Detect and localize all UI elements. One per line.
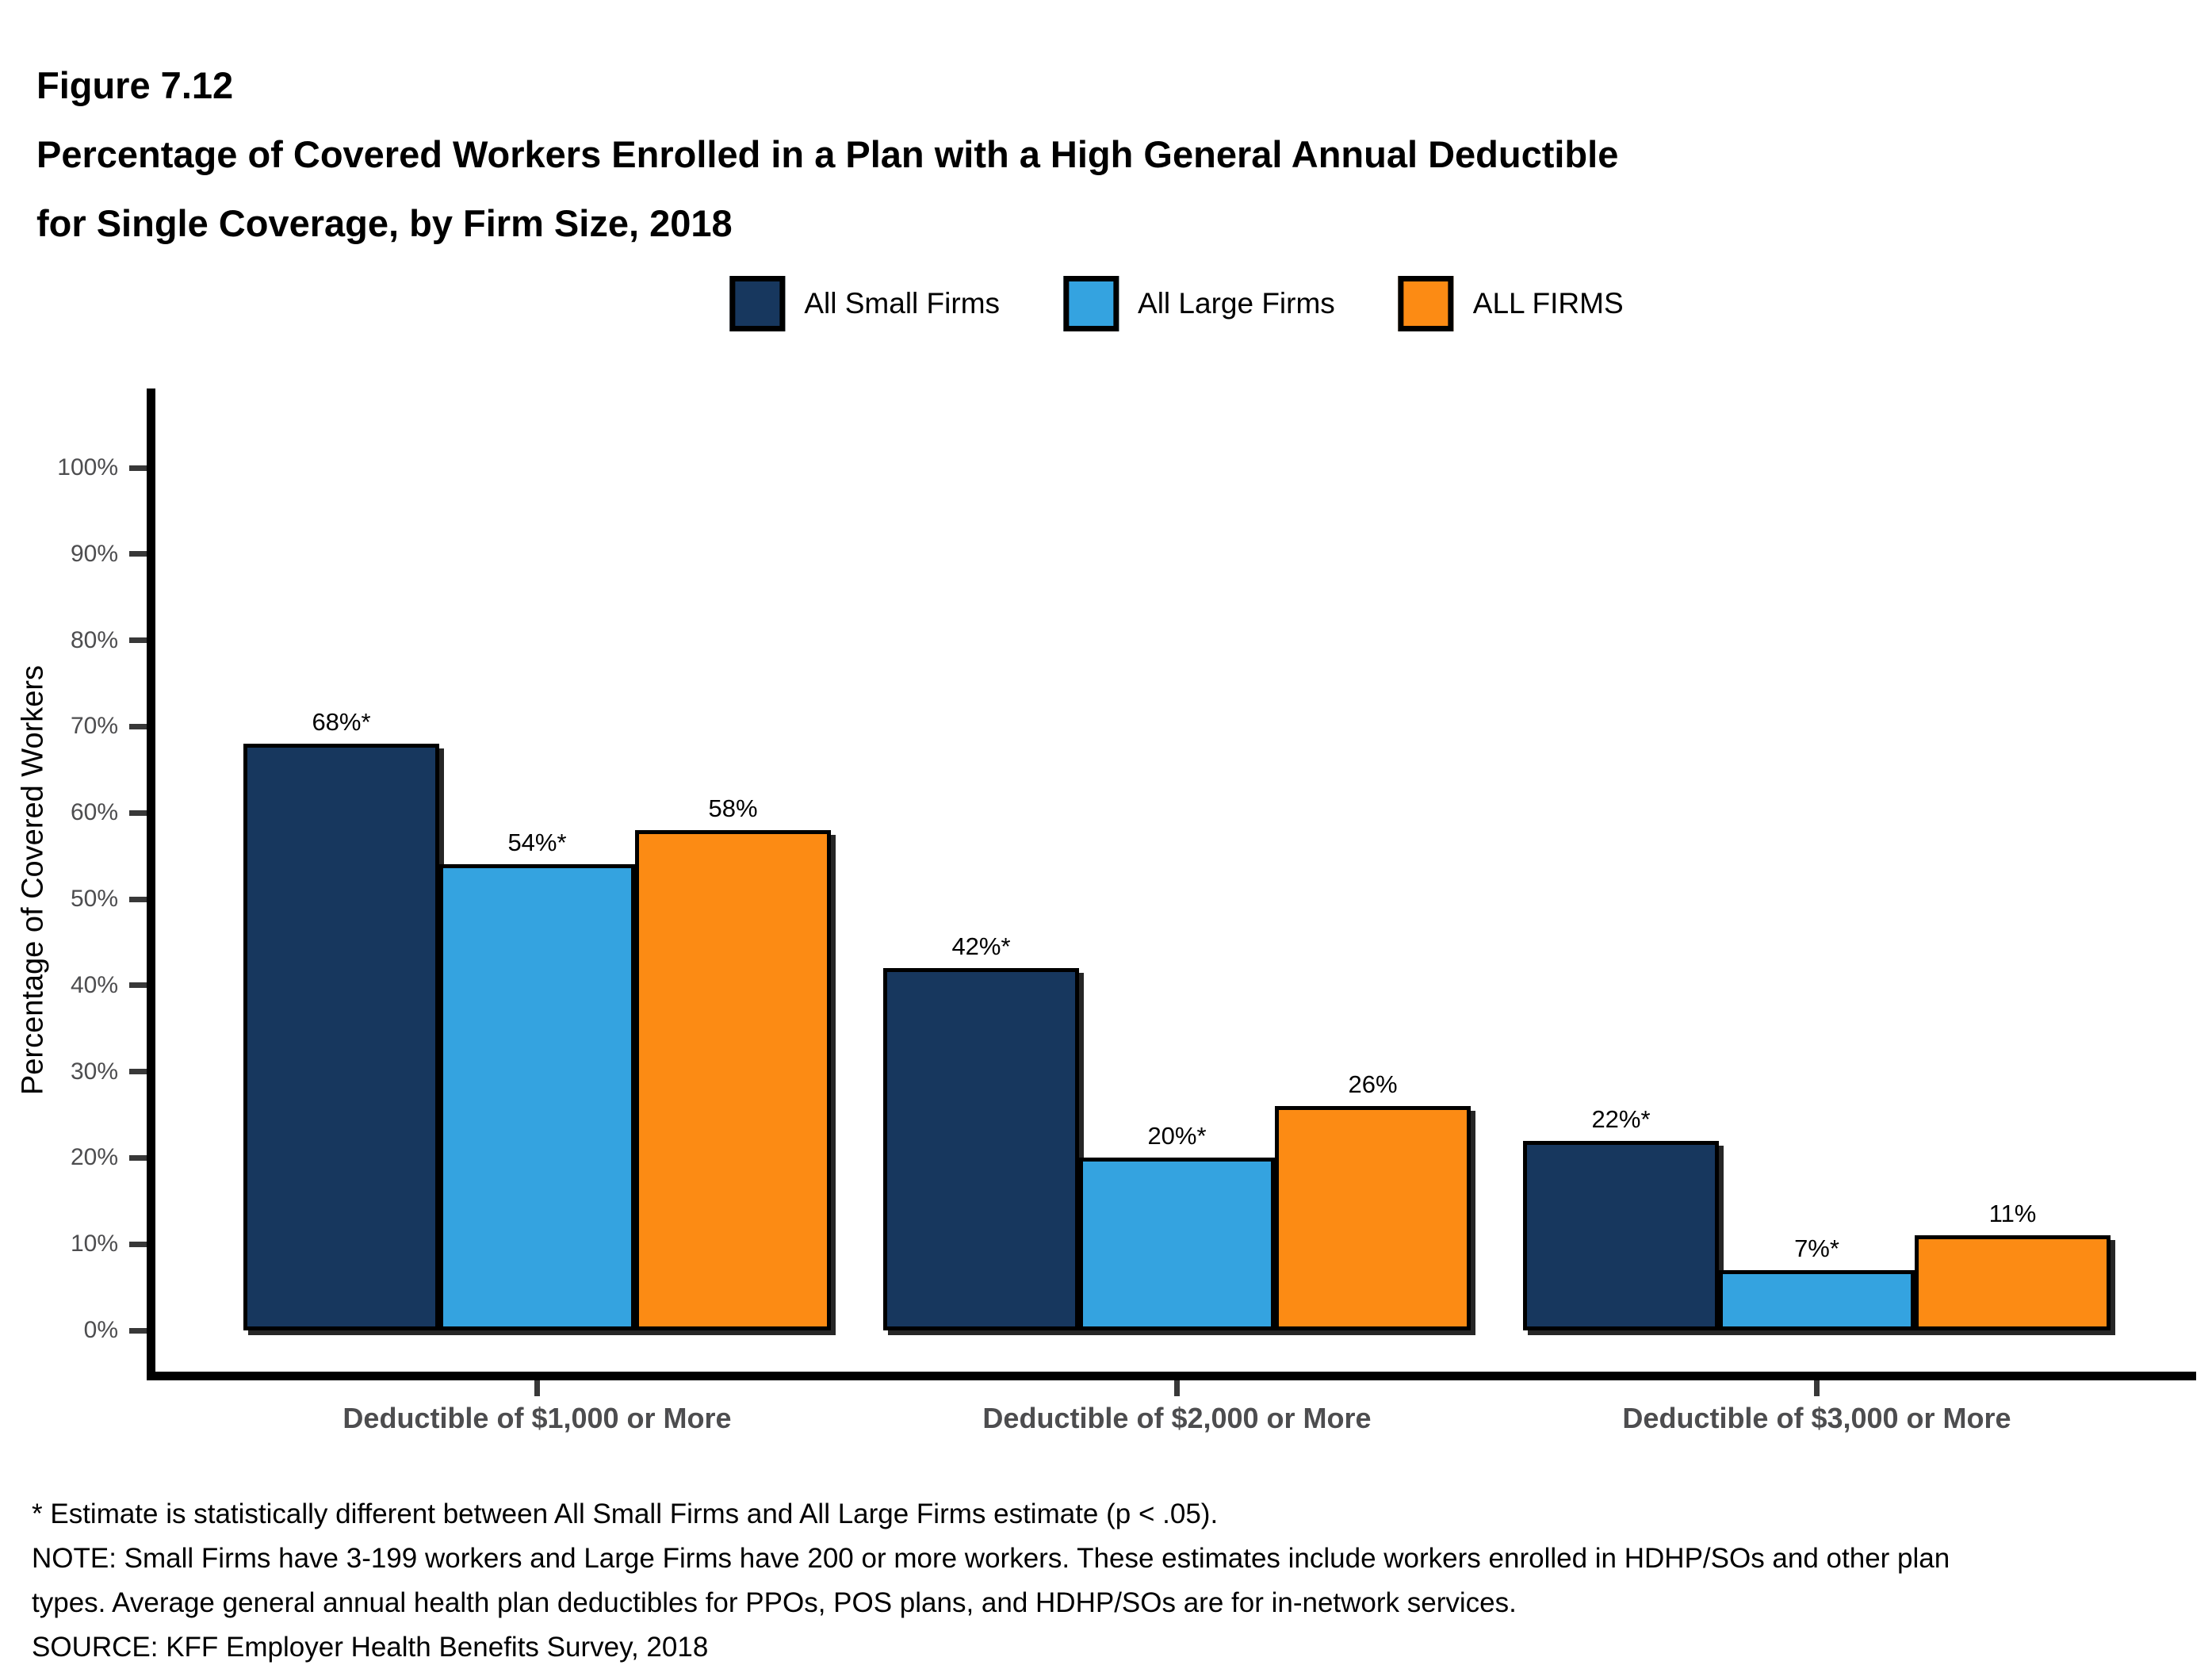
y-axis-tick (129, 723, 147, 729)
y-axis-tick (129, 810, 147, 816)
bar-all-large-firms-deductible-of-1-000-or-more (439, 864, 635, 1330)
x-axis-category-label: Deductible of $1,000 or More (343, 1402, 732, 1434)
x-axis-line (147, 1372, 2196, 1380)
y-axis-tick-label: 30% (70, 1058, 118, 1085)
y-axis-tick (129, 1327, 147, 1334)
y-axis-tick (129, 982, 147, 989)
bar-value-label: 11% (1988, 1200, 2037, 1227)
legend-swatch-all-large-firms (1063, 276, 1119, 331)
bar-all-small-firms-deductible-of-3-000-or-more (1523, 1141, 1719, 1330)
y-axis-tick (129, 896, 147, 902)
y-axis-tick-label: 0% (83, 1317, 118, 1343)
y-axis-tick-label: 20% (70, 1144, 118, 1171)
legend-item-all-firms: ALL FIRMS (1398, 276, 1624, 331)
y-axis-tick-label: 60% (70, 799, 118, 826)
chart-title-line-2: for Single Coverage, by Firm Size, 2018 (36, 202, 733, 244)
bar-value-label: 22%* (1591, 1105, 1651, 1133)
y-axis-tick (129, 1241, 147, 1247)
x-axis-category-label: Deductible of $2,000 or More (982, 1402, 1372, 1434)
legend-item-all-small-firms: All Small Firms (729, 276, 1000, 331)
x-axis-tick (1814, 1380, 1820, 1396)
footnote-note-1: NOTE: Small Firms have 3-199 workers and… (32, 1543, 1950, 1574)
y-axis-tick (129, 1154, 147, 1161)
bar-all-firms-deductible-of-1-000-or-more (635, 830, 831, 1330)
figure-number: Figure 7.12 (36, 64, 234, 106)
bar-all-large-firms-deductible-of-3-000-or-more (1719, 1270, 1915, 1330)
bar-all-small-firms-deductible-of-1-000-or-more (243, 744, 439, 1330)
legend-item-all-large-firms: All Large Firms (1063, 276, 1335, 331)
x-axis-category-label: Deductible of $3,000 or More (1622, 1402, 2011, 1434)
y-axis-tick-label: 40% (70, 971, 118, 998)
footnotes-block: * Estimate is statistically different be… (32, 1492, 1950, 1665)
y-axis-tick-label: 10% (70, 1231, 118, 1257)
legend-label: All Small Firms (804, 287, 1001, 320)
y-axis-tick (129, 551, 147, 557)
footnote-asterisk: * Estimate is statistically different be… (32, 1498, 1219, 1529)
y-axis-tick (129, 637, 147, 644)
legend-swatch-all-firms (1398, 276, 1454, 331)
bar-all-large-firms-deductible-of-2-000-or-more (1079, 1158, 1275, 1330)
x-axis-tick (534, 1380, 540, 1396)
bar-value-label: 20%* (1147, 1122, 1207, 1150)
legend-label: All Large Firms (1138, 287, 1335, 320)
y-axis-title: Percentage of Covered Workers (16, 664, 50, 1096)
y-axis-tick-label: 90% (70, 540, 118, 567)
bar-value-label: 58% (708, 794, 758, 822)
legend-label: ALL FIRMS (1472, 287, 1624, 320)
chart-legend: All Small Firms All Large Firms ALL FIRMS (729, 276, 1624, 331)
y-axis-tick-label: 80% (70, 626, 118, 653)
y-axis-tick-label: 50% (70, 886, 118, 912)
bar-all-firms-deductible-of-2-000-or-more (1275, 1106, 1471, 1330)
bar-value-label: 7%* (1794, 1234, 1839, 1262)
bar-value-label: 54%* (507, 829, 567, 856)
y-axis-tick-label: 100% (57, 454, 118, 480)
chart-title-line-1: Percentage of Covered Workers Enrolled i… (36, 133, 1619, 175)
y-axis-tick (129, 1069, 147, 1075)
y-axis-line (147, 388, 155, 1380)
y-axis-tick (129, 465, 147, 471)
bar-all-small-firms-deductible-of-2-000-or-more (883, 968, 1079, 1330)
bar-all-firms-deductible-of-3-000-or-more (1915, 1235, 2111, 1330)
x-axis-tick (1174, 1380, 1180, 1396)
bar-value-label: 42%* (951, 932, 1011, 960)
y-axis-tick-label: 70% (70, 713, 118, 740)
footnote-source: SOURCE: KFF Employer Health Benefits Sur… (32, 1632, 709, 1663)
legend-swatch-all-small-firms (729, 276, 786, 331)
footnote-note-2: types. Average general annual health pla… (32, 1587, 1517, 1618)
title-block: Figure 7.12 Percentage of Covered Worker… (36, 51, 1618, 258)
bar-value-label: 26% (1348, 1070, 1398, 1098)
bar-value-label: 68%* (312, 708, 371, 736)
